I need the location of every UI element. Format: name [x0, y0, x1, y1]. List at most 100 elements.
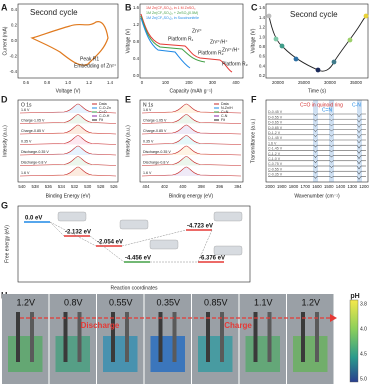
state-label: D-0.85 V	[268, 126, 283, 130]
annotation: Platform R₂	[198, 50, 224, 56]
x-tick-label: 1.4	[107, 80, 114, 85]
electrode	[267, 312, 272, 362]
ftir-trace	[268, 124, 366, 128]
ftir-trace	[268, 113, 366, 118]
x-tick-label: 1.0	[65, 80, 72, 85]
state-label: C-1.45 V	[268, 147, 283, 151]
x-label: Capacity (mAh g⁻¹)	[170, 88, 213, 94]
y-tick-label: 0.0	[11, 38, 18, 43]
y-tick-label: 1.6	[259, 5, 266, 10]
arrow-head	[330, 314, 337, 322]
colorbar-tick: 5.0	[360, 376, 367, 382]
voltage-label: 0.85V	[204, 297, 228, 307]
ftir-trace	[268, 129, 366, 134]
subtitle: Second cycle	[290, 10, 338, 19]
state-label: 1.6 V	[21, 171, 30, 175]
spectrum	[141, 145, 242, 156]
voltage-label: 0.35V	[156, 297, 180, 307]
x-tick-label: 1400	[336, 184, 346, 189]
annotation: Zn²⁺/H⁺	[210, 39, 228, 45]
spectrum	[19, 145, 117, 156]
curve	[268, 15, 367, 72]
legend-entry: C=N	[221, 110, 229, 114]
connector	[89, 235, 125, 263]
x-tick-label: 2000	[265, 184, 275, 189]
panel-label: G	[1, 200, 8, 210]
x-tick-label: 394	[234, 184, 242, 189]
x-tick-label: 526	[110, 184, 118, 189]
legend-entry: Data	[221, 102, 229, 106]
axes-frame	[17, 205, 251, 283]
arrow-label: Charge	[224, 321, 252, 330]
spectrum	[141, 135, 242, 145]
x-tick-label: 400	[179, 184, 187, 189]
x-tick-label: 100	[162, 80, 170, 85]
solution	[103, 336, 138, 372]
x-tick-label: 1.2	[86, 80, 93, 85]
electrode	[253, 312, 258, 362]
state-label: D-0.55 V	[268, 115, 283, 119]
molecule-sketch	[57, 211, 87, 222]
y-tick-label: 0.2	[259, 73, 266, 78]
state-label: D-0.65 V	[268, 121, 283, 125]
annotation: Embedding of Zn²⁺	[74, 63, 117, 69]
x-tick-label: 200	[185, 80, 193, 85]
electrode	[220, 312, 224, 362]
core-level: N 1s	[143, 102, 154, 108]
y-tick-label: 0.6	[259, 54, 266, 59]
y-tick-label: 0.4	[259, 63, 266, 68]
x-tick-label: 1300	[347, 184, 357, 189]
spectrum	[141, 103, 242, 114]
x-label: Voltage (V)	[56, 88, 81, 94]
x-tick-label: 1500	[324, 184, 334, 189]
spectrum	[19, 124, 117, 135]
x-tick-label: 25000	[298, 80, 311, 85]
annotation: Zn²⁺	[192, 28, 203, 34]
y-label: Voltage (V)	[125, 28, 131, 53]
y-tick-label: 0.8	[259, 44, 266, 49]
electrode	[206, 312, 210, 362]
ftir-trace	[268, 155, 366, 160]
annotation: C-N	[352, 102, 361, 108]
state-label: 1.6 V	[143, 108, 152, 112]
x-tick-label: 538	[32, 184, 40, 189]
x-tick-label: 530	[84, 184, 92, 189]
legend-entry: N-Zn/H	[221, 106, 233, 110]
x-tick-label: 0	[141, 80, 144, 85]
x-tick-label: 1700	[300, 184, 310, 189]
y-label: Free energy (eV)	[4, 225, 10, 263]
state-label: 0.35 V	[143, 139, 154, 143]
panel-label: B	[125, 2, 132, 12]
x-label: Binding Energy (eV)	[46, 193, 91, 199]
axes-frame	[265, 3, 369, 79]
axes-frame	[265, 99, 369, 183]
x-tick-label: 30000	[324, 80, 337, 85]
state-label: 1.6 V	[268, 141, 277, 145]
y-label: Current (mA)	[2, 26, 8, 55]
x-tick-label: 1900	[277, 184, 287, 189]
energy-label: 0.0 eV	[25, 216, 42, 222]
molecule-sketch	[213, 211, 243, 222]
legend-entry: C=O	[99, 110, 107, 114]
annotation: Platform R₁	[168, 36, 194, 42]
solution	[150, 336, 185, 372]
x-tick-label: 396	[216, 184, 224, 189]
molecule-sketch	[119, 219, 149, 230]
x-tick-label: 398	[198, 184, 206, 189]
connector	[49, 221, 65, 237]
electrode	[315, 312, 319, 362]
solution	[293, 336, 328, 372]
legend-entry: Fit	[99, 118, 103, 122]
y-tick-label: 0.8	[133, 39, 140, 44]
x-label: Reaction coordinates	[111, 285, 158, 291]
spectrum	[141, 114, 242, 124]
ftir-trace	[268, 170, 366, 175]
legend-entry: 1M Zn(CF₃SO₃)₂ in 1 M ZnSO₄	[146, 6, 196, 10]
electrode	[16, 312, 20, 362]
legend-entry: Data	[99, 102, 107, 106]
y-label: Voltage (V)	[250, 28, 256, 53]
axes-frame	[139, 99, 244, 183]
state-label: Discharge-0.8 V	[21, 160, 47, 164]
arrow-label: Discharge	[81, 321, 120, 330]
